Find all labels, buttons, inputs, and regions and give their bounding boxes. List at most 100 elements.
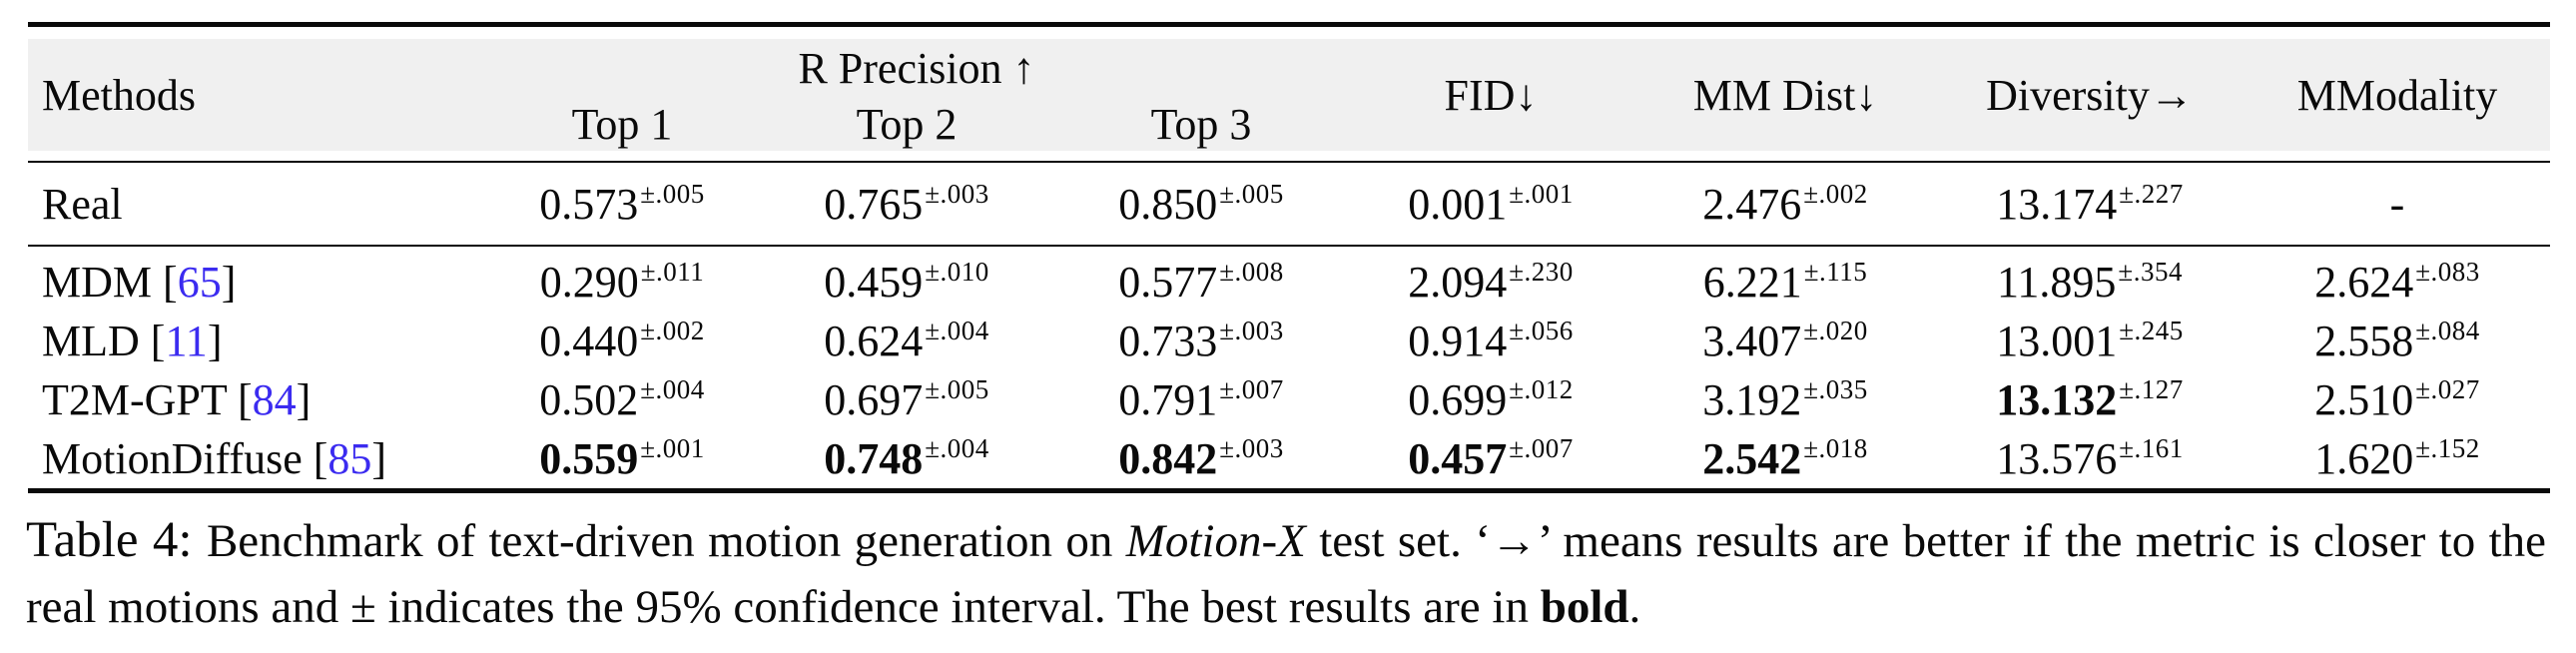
value: 2.476 [1702,179,1802,229]
metric-value: 1.620±.152 [2245,429,2550,491]
metric-value: 0.457±.007 [1346,429,1635,491]
table-row: MLD [11] 0.440±.002 0.624±.004 0.733±.003 0.… [28,312,2550,370]
metric-value: 0.850±.005 [1056,162,1346,247]
citation-link[interactable]: 85 [327,434,372,483]
col-header-fid: FID↓ [1346,39,1635,151]
method-label: Real [28,162,487,247]
col-header-top1: Top 1 [487,97,757,151]
value: 0.733 [1118,317,1218,365]
method-name: Real [42,179,123,229]
value: 0.699 [1408,375,1508,424]
value: 2.558 [2314,317,2414,365]
metric-value: - [2245,162,2550,247]
value: 0.697 [824,375,924,424]
caption-segment: test set. ‘→’ means results are better i… [26,515,2546,633]
col-header-mmodality: MModality [2245,39,2550,151]
header-top-gap [28,25,2550,40]
metric-value: 2.624±.083 [2245,246,2550,312]
value: 2.624 [2314,258,2414,307]
confidence-interval: ±.115 [1803,257,1868,288]
value: - [2389,179,2405,229]
benchmark-table: Methods R Precision ↑ FID↓ MM Dist↓ Dive… [28,22,2550,493]
metric-value: 0.624±.004 [757,312,1056,370]
table-row: MotionDiffuse [85] 0.559±.001 0.748±.004 0.… [28,429,2550,491]
metric-value: 11.895±.354 [1935,246,2245,312]
caption-segment: Table 4: [26,512,207,568]
header-row-groups: Methods R Precision ↑ FID↓ MM Dist↓ Dive… [28,39,2550,151]
confidence-interval: ±.018 [1803,433,1868,464]
method-label: MDM [65] [42,258,237,307]
metric-value: 0.697±.005 [757,370,1056,429]
method-label: T2M-GPT [84] [42,375,312,424]
metric-value: 0.748±.004 [757,429,1056,491]
confidence-interval: ±.354 [2118,257,2183,288]
col-header-mm-dist: MM Dist↓ [1635,39,1935,151]
value: 0.577 [1118,258,1218,307]
metric-value: 0.440±.002 [487,312,757,370]
value: 3.407 [1702,317,1802,365]
confidence-interval: ±.011 [640,257,705,288]
metric-value: 2.476±.002 [1635,162,1935,247]
method-name: MLD [42,317,140,365]
metric-value: 6.221±.115 [1635,246,1935,312]
citation-link[interactable]: 11 [165,317,208,365]
metric-value: 0.842±.003 [1056,429,1346,491]
col-header-methods: Methods [28,39,487,151]
confidence-interval: ±.127 [2119,374,2184,405]
value: 13.576 [1996,434,2118,483]
header-row-subcolumns: Top 1 Top 2 Top 3 [28,97,2550,151]
method-name: T2M-GPT [42,375,227,424]
value: 13.132 [1996,375,2118,424]
col-header-diversity: Diversity→ [1935,39,2245,151]
metric-value: 0.577±.008 [1056,246,1346,312]
confidence-interval: ±.161 [2119,433,2184,464]
value: 0.559 [539,434,639,483]
method-label: MLD [11] [42,317,223,365]
metric-value: 0.502±.004 [487,370,757,429]
table-body: Real 0.573±.005 0.765±.003 0.850±.005 0.001±… [28,162,2550,491]
confidence-interval: ±.008 [1219,257,1284,288]
col-header-top2: Top 2 [757,97,1056,151]
value: 0.914 [1408,317,1508,365]
metric-value: 13.576±.161 [1935,429,2245,491]
col-header-r-precision: R Precision ↑ [487,39,1346,97]
metric-value: 0.914±.056 [1346,312,1635,370]
metric-value: 2.542±.018 [1635,429,1935,491]
method-name: MDM [42,258,153,307]
confidence-interval: ±.002 [640,316,705,346]
table-row: MDM [65] 0.290±.011 0.459±.010 0.577±.008 2.… [28,246,2550,312]
value: 0.624 [824,317,924,365]
metric-value: 0.765±.003 [757,162,1056,247]
confidence-interval: ±.152 [2415,433,2480,464]
value: 13.001 [1996,317,2118,365]
confidence-interval: ±.004 [925,316,989,346]
metric-value: 0.699±.012 [1346,370,1635,429]
confidence-interval: ±.007 [1509,433,1574,464]
metric-value: 0.559±.001 [487,429,757,491]
metric-value: 13.001±.245 [1935,312,2245,370]
metric-value: 0.001±.001 [1346,162,1635,247]
citation-link[interactable]: 84 [252,375,297,424]
value: 0.765 [824,179,924,229]
confidence-interval: ±.005 [1219,178,1284,209]
confidence-interval: ±.005 [925,374,989,405]
confidence-interval: ±.001 [1509,178,1574,209]
value: 0.842 [1118,434,1218,483]
metric-value: 2.558±.084 [2245,312,2550,370]
confidence-interval: ±.083 [2415,257,2480,288]
value: 0.502 [539,375,639,424]
table-row: T2M-GPT [84] 0.502±.004 0.697±.005 0.791±.0… [28,370,2550,429]
value: 0.290 [539,258,639,307]
confidence-interval: ±.002 [1803,178,1868,209]
confidence-interval: ±.010 [925,257,989,288]
value: 2.542 [1702,434,1802,483]
value: 0.748 [824,434,924,483]
confidence-interval: ±.027 [2415,374,2480,405]
value: 11.895 [1997,258,2117,307]
citation-link[interactable]: 65 [177,258,222,307]
caption: Table 4: Benchmark of text-driven motion… [26,507,2546,640]
caption-segment: bold [1540,581,1629,633]
confidence-interval: ±.003 [1219,433,1284,464]
value: 2.510 [2314,375,2414,424]
confidence-interval: ±.012 [1509,374,1574,405]
